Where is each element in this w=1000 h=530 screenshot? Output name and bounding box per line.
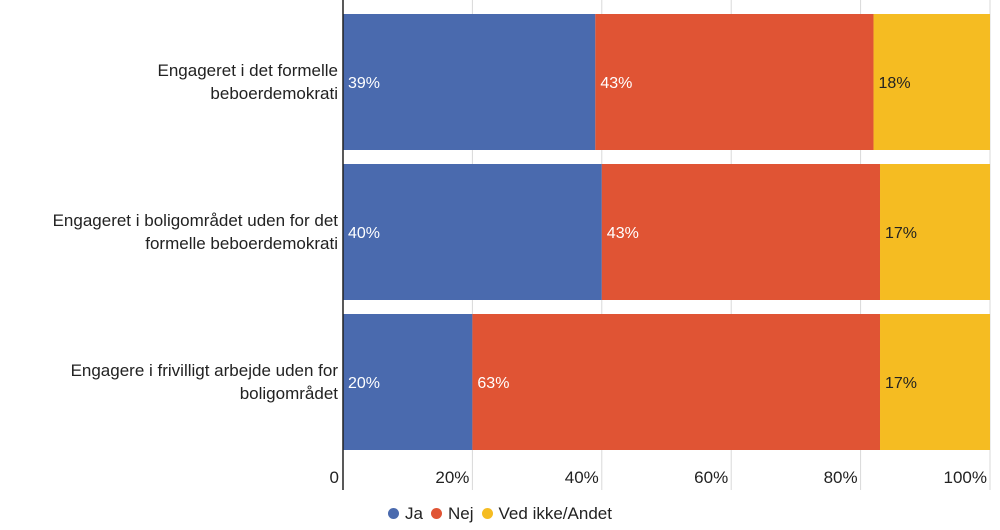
legend-item: Ja [388, 504, 423, 524]
legend-dot-icon [388, 508, 400, 519]
data-label: 20% [348, 375, 380, 392]
x-tick-label: 20% [435, 468, 469, 487]
bar-segment [880, 314, 990, 450]
bar-segment [873, 14, 990, 150]
data-label: 17% [885, 375, 917, 392]
x-tick-label: 0 [330, 468, 339, 487]
legend-item: Ved ikke/Andet [481, 504, 612, 524]
bar-segment [472, 314, 881, 450]
data-label: 40% [348, 225, 380, 242]
bar-segment [595, 14, 874, 150]
category-label-line: Engageret i boligområdet uden for det [52, 211, 338, 230]
legend-label: Ja [405, 504, 424, 523]
bar-segment [343, 164, 602, 300]
legend-label: Nej [448, 504, 474, 523]
x-tick-label: 40% [565, 468, 599, 487]
data-label: 63% [477, 375, 509, 392]
category-label-line: boligområdet [239, 384, 338, 403]
category-label-line: Engageret i det formelle [157, 61, 339, 80]
x-tick-label: 60% [694, 468, 728, 487]
legend-item: Nej [431, 504, 474, 524]
x-tick-label: 100% [944, 468, 987, 487]
data-label: 39% [348, 75, 380, 92]
category-label-line: formelle beboerdemokrati [145, 234, 338, 253]
bar-segment [601, 164, 881, 300]
data-label: 43% [600, 75, 632, 92]
bar-segment [880, 164, 990, 300]
data-label: 18% [879, 75, 911, 92]
legend: Ja Nej Ved ikke/Andet [0, 504, 1000, 524]
category-label: Engageret i boligområdet uden for det for… [8, 209, 338, 255]
category-label-line: beboerdemokrati [210, 84, 338, 103]
bar-segment [343, 314, 473, 450]
category-label: Engageret i det formelle beboerdemokrati [8, 59, 339, 105]
legend-dot-icon [481, 508, 493, 519]
data-label: 43% [607, 225, 639, 242]
category-label-line: Engagere i frivilligt arbejde uden for [70, 361, 338, 380]
bar-segment [343, 14, 596, 150]
category-label: Engagere i frivilligt arbejde uden for bo… [8, 359, 338, 405]
x-tick-label: 80% [824, 468, 858, 487]
legend-label: Ved ikke/Andet [498, 504, 612, 523]
data-label: 17% [885, 225, 917, 242]
legend-dot-icon [431, 508, 443, 519]
